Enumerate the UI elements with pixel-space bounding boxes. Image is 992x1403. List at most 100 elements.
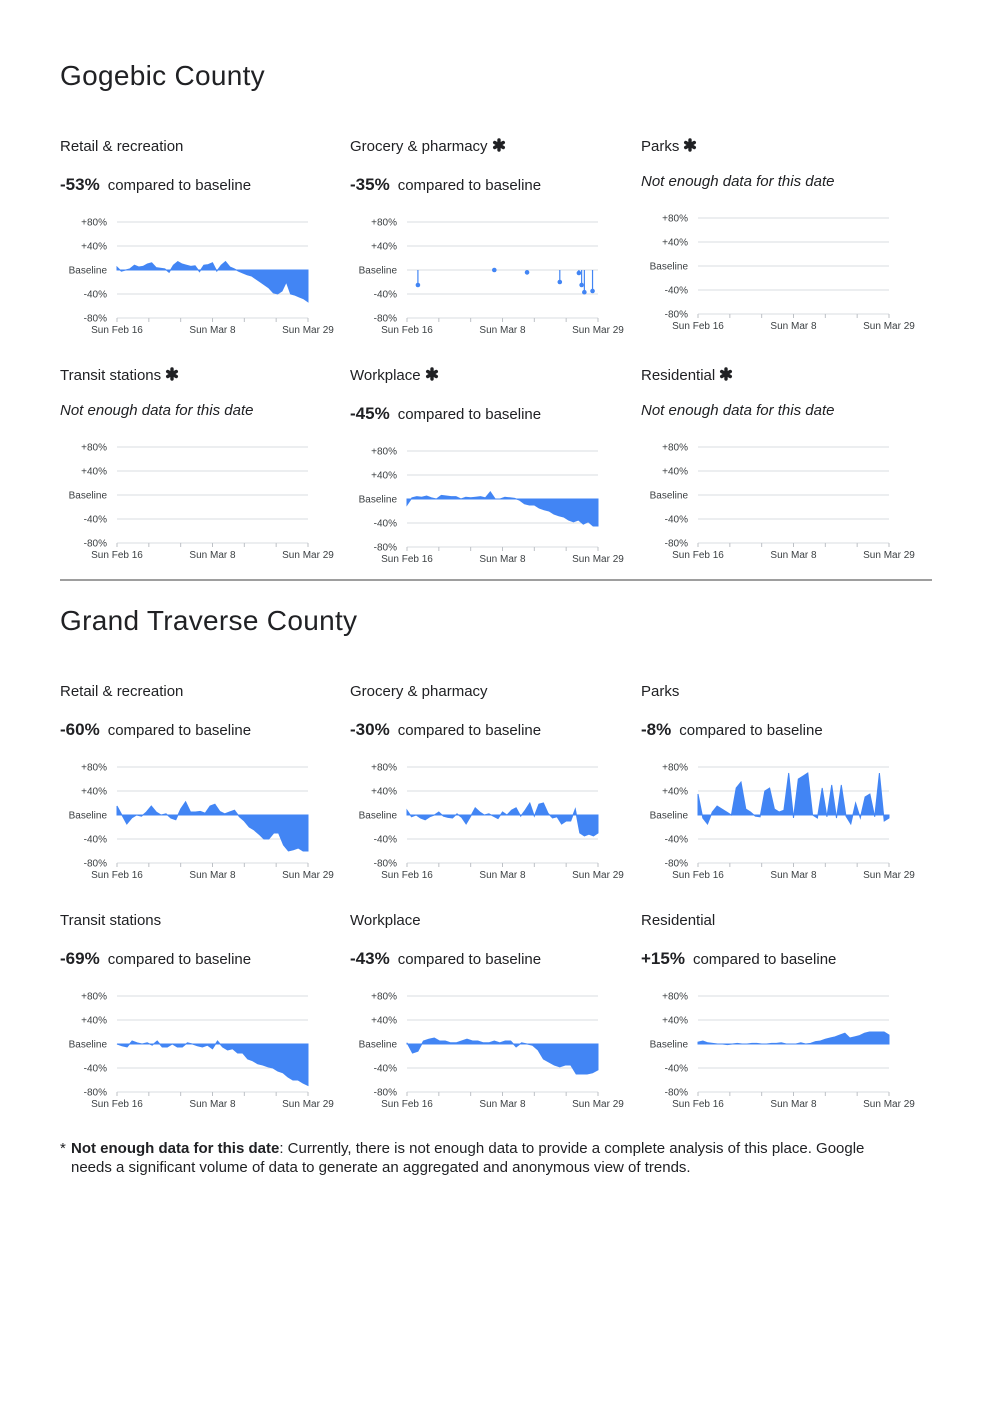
county-title: Grand Traverse County (60, 605, 358, 636)
x-tick-label: Sun Feb 16 (672, 550, 724, 561)
x-tick-label: Sun Mar 8 (189, 870, 236, 881)
y-tick-label: -40% (374, 1064, 397, 1075)
panel-stat: -30% compared to baseline (350, 720, 541, 740)
y-tick-label: -40% (665, 515, 688, 526)
y-tick-label: Baseline (359, 266, 398, 277)
x-tick-label: Sun Mar 8 (479, 325, 526, 336)
y-tick-label: +80% (662, 214, 688, 225)
y-tick-label: -40% (665, 1064, 688, 1075)
panel-title-text: Grocery & pharmacy (350, 138, 488, 155)
y-tick-label: Baseline (69, 1040, 108, 1051)
mobility-panel-transit-stations: Transit stations Not enough data for this… (60, 367, 350, 587)
panel-title: Retail & recreation (60, 138, 183, 155)
y-tick-label: -40% (84, 835, 107, 846)
data-point (576, 270, 582, 276)
y-tick-label: Baseline (69, 266, 108, 277)
y-tick-label: -80% (374, 314, 397, 325)
panel-stat: -53% compared to baseline (60, 175, 251, 195)
x-tick-label: Sun Mar 8 (189, 550, 236, 561)
mobility-chart: +80% +40% Baseline -40% -80%Sun Feb 16 Sun Ma… (69, 218, 335, 337)
asterisk-icon (720, 367, 733, 381)
x-tick-label: Sun Feb 16 (91, 325, 143, 336)
x-tick-label: Sun Mar 29 (863, 321, 915, 332)
mobility-chart: +80% +40% Baseline -40% -80%Sun Feb 16 Sun Ma… (650, 214, 916, 333)
x-tick-label: Sun Mar 8 (770, 870, 817, 881)
percent-change: -35% (350, 175, 390, 194)
panel-title-text: Retail & recreation (60, 683, 184, 700)
panel-stat: -60% compared to baseline (60, 720, 251, 740)
mobility-panel-workplace: Workplace -43% compared to baseline +80% +40… (350, 912, 640, 1132)
mobility-panel-retail-and-recreation: Retail & recreation -60% compared to basel… (60, 683, 350, 903)
y-tick-label: Baseline (359, 811, 398, 822)
x-tick-label: Sun Mar 29 (282, 550, 334, 561)
x-tick-label: Sun Mar 29 (572, 870, 624, 881)
mobility-chart: +80% +40% Baseline -40% -80%Sun Feb 16 Sun Ma… (359, 447, 625, 566)
x-tick-label: Sun Feb 16 (381, 870, 433, 881)
data-point (582, 289, 587, 295)
panel-title: Grocery & pharmacy (350, 138, 506, 155)
data-point (590, 288, 595, 294)
x-tick-label: Sun Mar 8 (770, 550, 817, 561)
y-tick-label: -80% (84, 539, 107, 550)
panel-title-text: Workplace (350, 367, 421, 384)
section-divider (60, 579, 932, 581)
mobility-chart: +80% +40% Baseline -40% -80%Sun Feb 16 Sun Ma… (650, 763, 916, 882)
y-tick-label: -40% (374, 290, 397, 301)
y-tick-label: -80% (665, 310, 688, 321)
y-tick-label: -80% (665, 539, 688, 550)
y-tick-label: +80% (81, 992, 107, 1003)
x-tick-label: Sun Mar 8 (770, 321, 817, 332)
panel-title-text: Parks (641, 138, 680, 155)
footnote-asterisk: * (60, 1140, 66, 1157)
y-tick-label: Baseline (650, 262, 689, 273)
trend-area (406, 801, 599, 837)
y-tick-label: +40% (371, 787, 397, 798)
panel-title-text: Transit stations (60, 912, 162, 929)
x-tick-label: Sun Feb 16 (672, 1099, 724, 1110)
y-tick-label: Baseline (650, 491, 689, 502)
panel-title-text: Workplace (350, 912, 421, 929)
y-tick-label: -40% (665, 286, 688, 297)
x-tick-label: Sun Mar 8 (479, 870, 526, 881)
x-tick-label: Sun Mar 29 (282, 1099, 334, 1110)
panel-stat: +15% compared to baseline (641, 949, 836, 969)
percent-change: -45% (350, 404, 390, 423)
y-tick-label: +40% (371, 242, 397, 253)
x-tick-label: Sun Mar 29 (572, 1099, 624, 1110)
mobility-panel-grocery-and-pharmacy: Grocery & pharmacy -30% compared to baseli… (350, 683, 640, 903)
y-tick-label: +40% (662, 787, 688, 798)
y-tick-label: Baseline (650, 1040, 689, 1051)
y-tick-label: -40% (665, 835, 688, 846)
mobility-panel-grocery-and-pharmacy: Grocery & pharmacy -35% compared to baseli… (350, 138, 640, 358)
y-tick-label: -80% (84, 314, 107, 325)
mobility-panel-parks: Parks Not enough data for this date +80% +4… (641, 138, 931, 358)
y-tick-label: Baseline (69, 491, 108, 502)
panel-title: Transit stations (60, 912, 161, 929)
y-tick-label: +80% (371, 763, 397, 774)
panel-stat: -45% compared to baseline (350, 404, 541, 424)
panel-title: Transit stations (60, 367, 179, 384)
y-tick-label: +80% (371, 218, 397, 229)
mobility-panel-retail-and-recreation: Retail & recreation -53% compared to basel… (60, 138, 350, 358)
panel-title: Residential (641, 912, 715, 929)
y-tick-label: +80% (81, 218, 107, 229)
compared-text: compared to baseline (679, 722, 823, 739)
y-tick-label: +40% (81, 242, 107, 253)
compared-text: compared to baseline (107, 951, 252, 968)
y-tick-label: +40% (81, 1016, 107, 1027)
panel-title-text: Residential (641, 367, 716, 384)
percent-change: -60% (60, 720, 100, 739)
y-tick-label: -40% (374, 835, 397, 846)
y-tick-label: +40% (662, 238, 688, 249)
percent-change: -53% (60, 175, 100, 194)
data-point (492, 267, 497, 273)
compared-text: compared to baseline (107, 722, 252, 739)
y-tick-label: +40% (662, 467, 688, 478)
x-tick-label: Sun Feb 16 (381, 1099, 433, 1110)
y-tick-label: -80% (665, 859, 688, 870)
x-tick-label: Sun Feb 16 (91, 870, 143, 881)
x-tick-label: Sun Feb 16 (381, 554, 433, 565)
mobility-chart: +80% +40% Baseline -40% -80%Sun Feb 16 Sun Ma… (359, 992, 625, 1111)
y-tick-label: +80% (662, 443, 688, 454)
compared-text: compared to baseline (397, 406, 542, 423)
